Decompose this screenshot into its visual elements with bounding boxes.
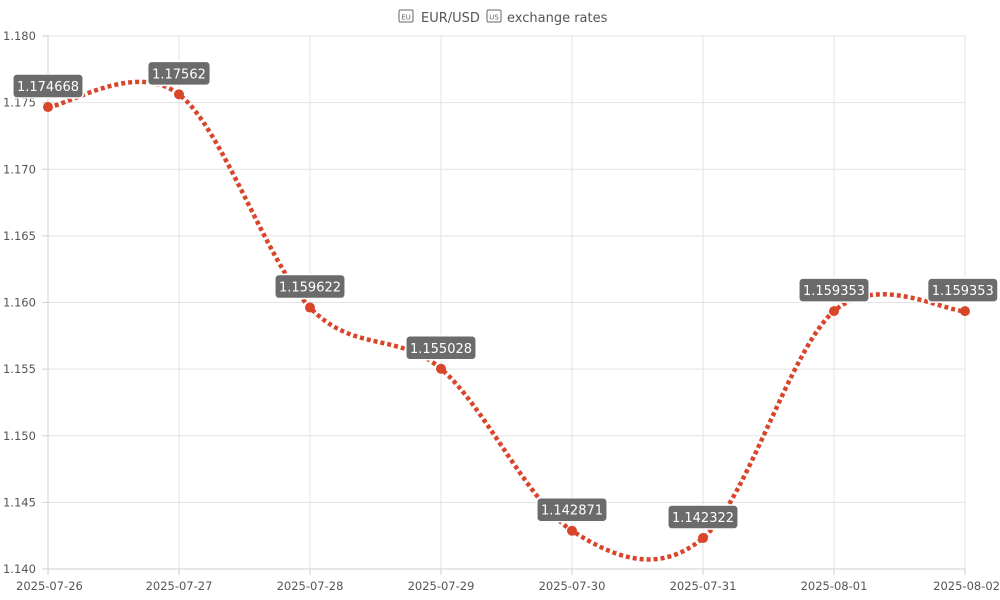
x-tick-label: 2025-07-27 xyxy=(146,579,213,593)
data-point xyxy=(829,306,839,317)
x-tick-label: 2025-08-02 xyxy=(933,579,1000,593)
data-label: 1.159622 xyxy=(274,273,346,300)
data-label-box xyxy=(146,60,212,87)
data-label: 1.142322 xyxy=(667,504,739,530)
title-part-2: exchange rates xyxy=(507,11,608,26)
axes: 1.140 1.145 1.150 1.155 1.160 1.165 1.170 1.175… xyxy=(3,29,1000,593)
svg-text:EU: EU xyxy=(401,14,411,22)
data-labels: 1.174668 1.17562 1.159622 1.155028 1.142871 1… xyxy=(12,60,999,530)
y-tick-label: 1.155 xyxy=(3,362,36,376)
data-label-box xyxy=(667,504,739,530)
data-label: 1.159353 xyxy=(798,277,870,303)
data-label: 1.159353 xyxy=(926,277,999,303)
data-label: 1.155028 xyxy=(405,335,477,361)
title-part-1: EUR/USD xyxy=(421,11,480,26)
flag-eu-icon: EU xyxy=(398,9,414,23)
data-point xyxy=(567,525,577,536)
data-point xyxy=(960,306,970,317)
y-tick-label: 1.170 xyxy=(3,162,36,176)
data-label-box xyxy=(926,277,999,303)
x-tick-label: 2025-07-30 xyxy=(539,579,606,593)
data-point xyxy=(43,102,53,113)
data-label: 1.17562 xyxy=(146,60,212,87)
y-tick-label: 1.180 xyxy=(3,29,36,43)
data-point xyxy=(305,302,315,313)
y-tick-label: 1.140 xyxy=(3,562,36,576)
data-label-box xyxy=(274,273,346,300)
data-label-box xyxy=(405,335,477,361)
y-tick-label: 1.145 xyxy=(3,495,36,509)
x-tick-label: 2025-07-28 xyxy=(277,579,344,593)
chart-title: EU EUR/USD US exchange rates xyxy=(398,9,608,26)
series-line xyxy=(47,79,966,562)
svg-text:US: US xyxy=(489,14,499,22)
data-label-text: 1.159353 xyxy=(803,284,865,299)
x-tick-label: 2025-07-29 xyxy=(408,579,475,593)
data-label-text: 1.155028 xyxy=(410,342,472,357)
data-label-text: 1.142322 xyxy=(672,511,734,526)
data-point xyxy=(436,363,446,374)
y-tick-label: 1.160 xyxy=(3,296,36,310)
x-tick-label: 2025-07-26 xyxy=(16,579,83,593)
data-label-text: 1.159622 xyxy=(279,281,341,296)
x-tick-label: 2025-07-31 xyxy=(670,579,737,593)
series xyxy=(43,79,970,562)
data-point xyxy=(174,89,184,100)
data-label-box xyxy=(12,73,84,99)
data-label-text: 1.159353 xyxy=(932,284,994,299)
data-label: 1.142871 xyxy=(536,496,608,523)
flag-us-icon: US xyxy=(486,9,502,23)
data-label-box xyxy=(536,496,608,523)
y-tick-label: 1.165 xyxy=(3,229,36,243)
data-label-text: 1.17562 xyxy=(152,67,206,82)
y-tick-label: 1.150 xyxy=(3,429,36,443)
data-label-text: 1.174668 xyxy=(17,80,79,95)
y-tick-label: 1.175 xyxy=(3,96,36,110)
x-tick-label: 2025-08-01 xyxy=(801,579,868,593)
data-label-text: 1.142871 xyxy=(541,504,603,519)
data-point xyxy=(698,533,708,544)
data-label: 1.174668 xyxy=(12,73,84,99)
data-label-box xyxy=(798,277,870,303)
